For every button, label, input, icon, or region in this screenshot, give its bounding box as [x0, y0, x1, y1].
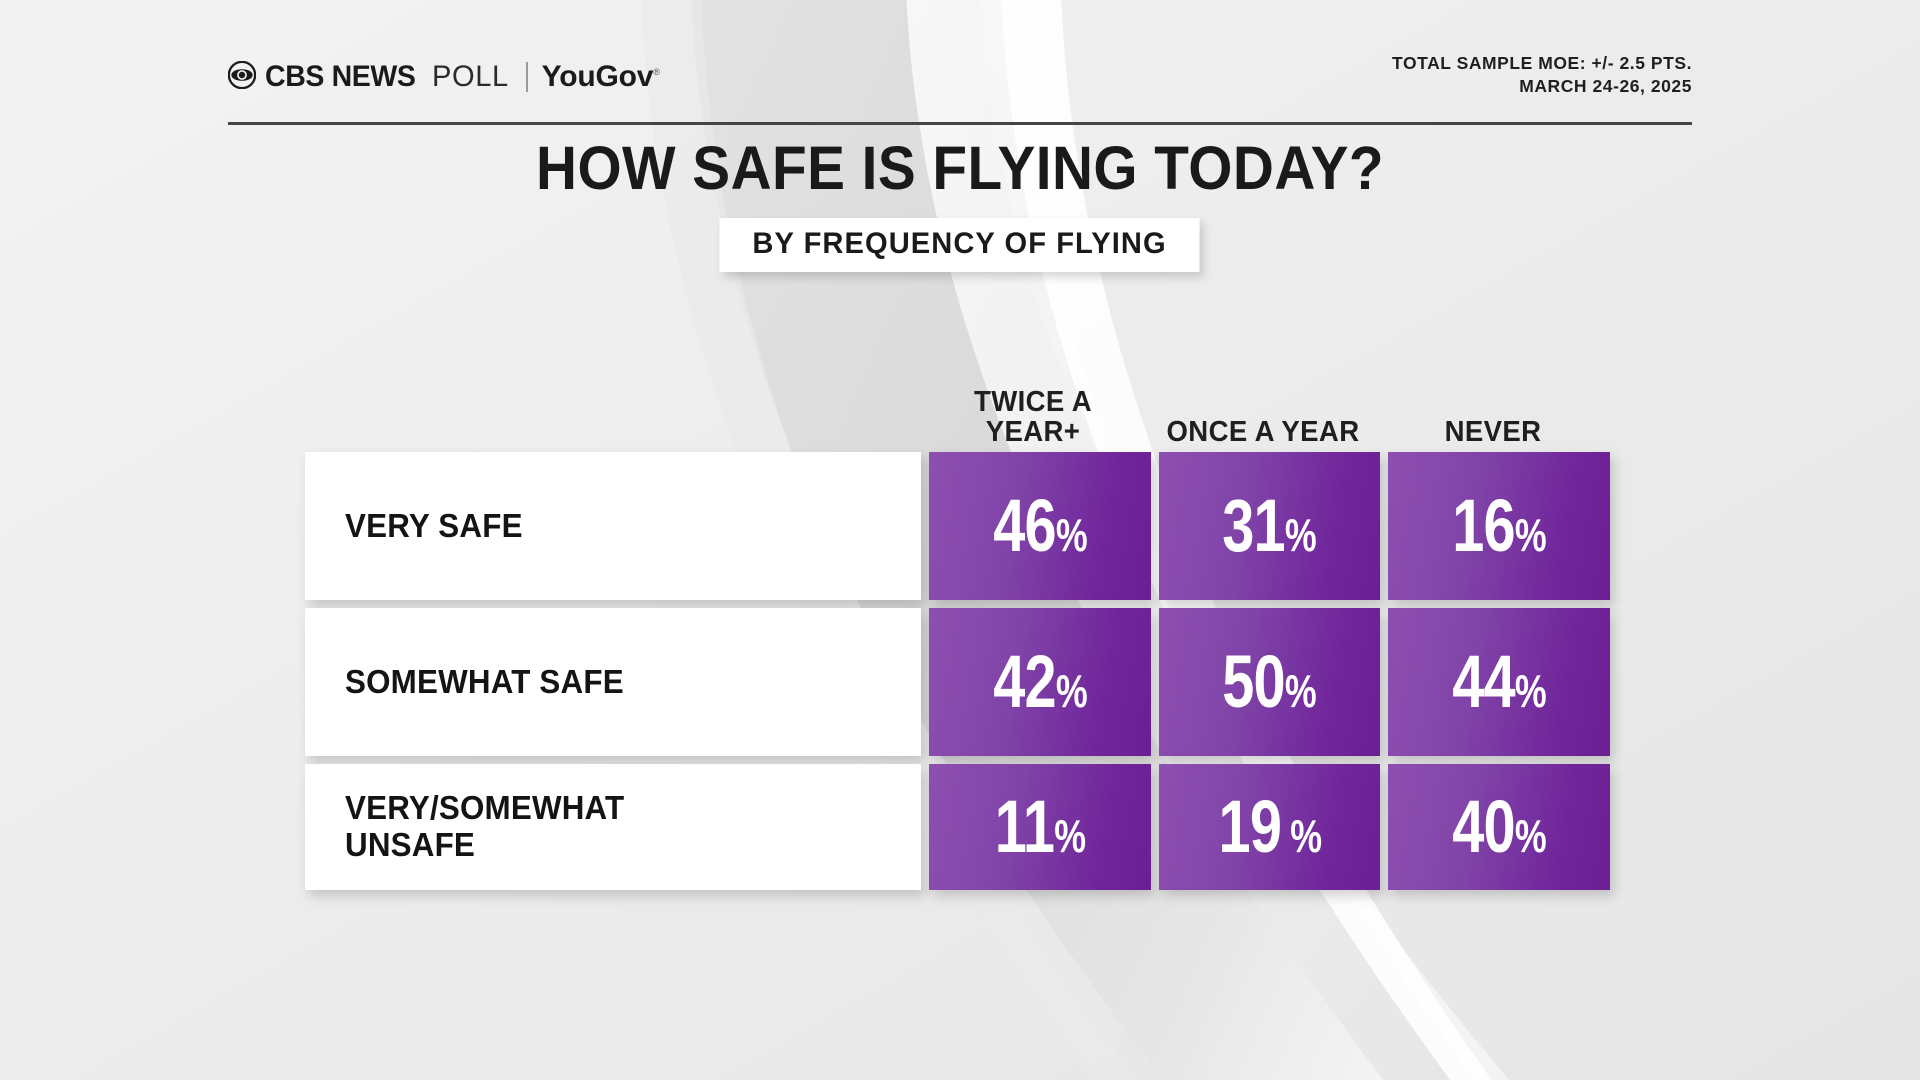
table-row: VERY SAFE 46% 31% 16%: [305, 452, 1610, 600]
value-cell: 16%: [1388, 452, 1610, 600]
margin-of-error-block: TOTAL SAMPLE MOE: +/- 2.5 PTS. MARCH 24-…: [1392, 52, 1692, 98]
value-text: 19 %: [1218, 785, 1322, 868]
value-cell: 40%: [1388, 764, 1610, 890]
registered-mark: ®: [653, 67, 660, 77]
row-label-text: SOMEWHAT SAFE: [345, 662, 624, 700]
value-cell: 19 %: [1158, 764, 1381, 890]
value-text: 44%: [1452, 640, 1547, 723]
cbs-eye-icon: [227, 60, 257, 94]
row-label-somewhat-safe: SOMEWHAT SAFE: [305, 608, 922, 756]
row-label-line-1: VERY/SOMEWHAT: [345, 789, 625, 827]
value-cell: 44%: [1388, 608, 1610, 756]
value-cell: 50%: [1158, 608, 1381, 756]
column-header-once-a-year: ONCE A YEAR: [1166, 416, 1360, 449]
header-divider-rule: [228, 122, 1692, 125]
value-text: 50%: [1222, 640, 1317, 723]
subtitle-container: BY FREQUENCY OF FLYING: [0, 218, 1920, 272]
results-table: TWICE A YEAR+ ONCE A YEAR NEVER VERY SAF…: [305, 370, 1610, 898]
table-column-headers: TWICE A YEAR+ ONCE A YEAR NEVER: [305, 370, 1610, 452]
brand-yougov-text: YouGov®: [541, 60, 660, 93]
row-label-text: VERY/SOMEWHAT UNSAFE: [345, 789, 625, 864]
value-text: 16%: [1452, 484, 1547, 567]
brand-cbs-news-text: CBS NEWS: [265, 60, 416, 93]
field-dates-text: MARCH 24-26, 2025: [1519, 76, 1692, 97]
value-text: 11%: [994, 785, 1086, 868]
header-bar: CBS NEWS POLL YouGov® TOTAL SAMPLE MOE: …: [227, 52, 1692, 126]
value-cell: 11%: [929, 764, 1151, 890]
value-cell: 46%: [929, 452, 1151, 600]
brand-poll-text: POLL: [432, 60, 510, 93]
brand-divider: [525, 62, 528, 92]
row-label-very-safe: VERY SAFE: [305, 452, 922, 600]
column-header-twice-a-year: TWICE A YEAR+: [974, 386, 1092, 449]
column-header-never: NEVER: [1444, 416, 1542, 449]
row-label-text: VERY SAFE: [345, 506, 523, 544]
row-label-line-2: UNSAFE: [345, 826, 476, 863]
table-row: VERY/SOMEWHAT UNSAFE 11% 19 % 40%: [305, 764, 1610, 890]
cbs-news-poll-yougov-logo: CBS NEWS POLL YouGov®: [227, 60, 660, 94]
page-title: HOW SAFE IS FLYING TODAY?: [536, 134, 1384, 202]
value-text: 46%: [993, 484, 1087, 567]
value-text: 31%: [1222, 484, 1317, 567]
value-cell: 42%: [929, 608, 1151, 756]
table-row: SOMEWHAT SAFE 42% 50% 44%: [305, 608, 1610, 756]
moe-text: TOTAL SAMPLE MOE: +/- 2.5 PTS.: [1392, 53, 1692, 73]
value-text: 40%: [1452, 785, 1547, 868]
subtitle-banner: BY FREQUENCY OF FLYING: [719, 218, 1201, 272]
value-text: 42%: [993, 640, 1087, 723]
row-label-very-somewhat-unsafe: VERY/SOMEWHAT UNSAFE: [305, 764, 922, 890]
value-cell: 31%: [1158, 452, 1381, 600]
